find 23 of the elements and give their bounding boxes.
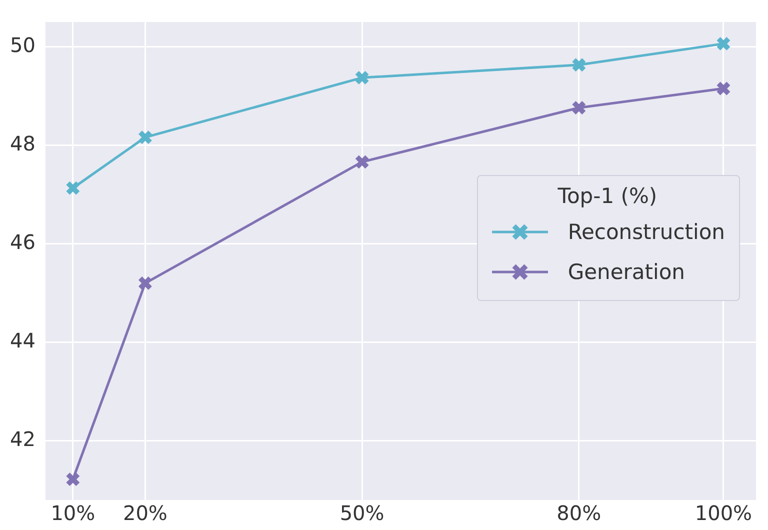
point	[716, 36, 731, 52]
point	[571, 100, 586, 116]
legend-label: Generation	[568, 260, 685, 284]
y-tick-label: 50	[10, 32, 36, 57]
x-tick-label: 80%	[556, 501, 602, 526]
point	[138, 276, 153, 291]
point	[138, 130, 153, 145]
y-tick-label: 42	[10, 427, 36, 452]
x-tick-label: 20%	[122, 501, 168, 526]
x-tick-label: 50%	[340, 501, 384, 526]
legend-title: Top-1 (%)	[556, 184, 658, 208]
y-tick-label: 48	[10, 131, 36, 156]
point	[354, 70, 370, 86]
legend-label: Reconstruction	[568, 220, 725, 244]
point	[65, 472, 80, 487]
y-tick-label: 44	[10, 328, 36, 353]
y-tick-label: 46	[10, 230, 36, 254]
x-tick-label: 100%	[694, 501, 752, 526]
point	[571, 57, 586, 72]
x-tick-label: 10%	[50, 501, 96, 526]
point	[354, 154, 370, 170]
point	[716, 81, 731, 96]
point	[65, 180, 80, 196]
